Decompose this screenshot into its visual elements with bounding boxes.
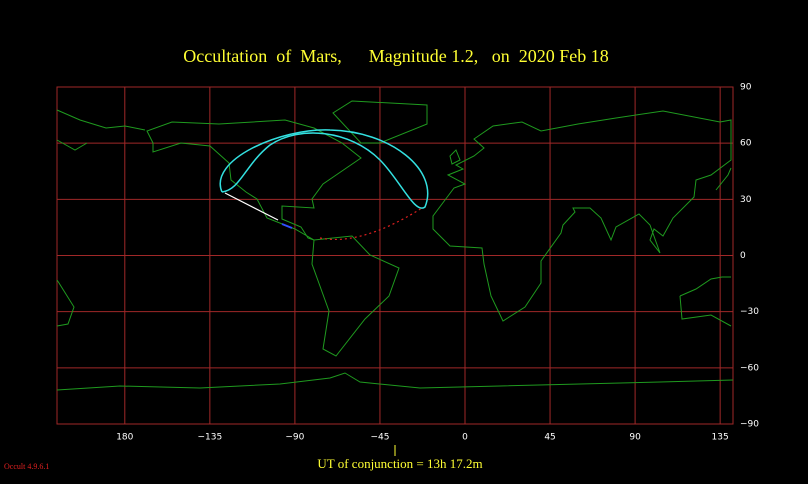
australia-east — [56, 279, 75, 327]
daylight-marker — [281, 223, 293, 229]
lon-tick-label: 45 — [544, 433, 555, 443]
lat-tick-label: −90 — [740, 420, 759, 430]
lat-tick-label: 60 — [740, 139, 752, 149]
lon-tick-label: 0 — [462, 433, 468, 443]
daylight-path — [319, 207, 423, 240]
lon-tick-label: 135 — [712, 433, 729, 443]
lon-tick-label: −45 — [370, 433, 389, 443]
version-label: Occult 4.9.6.1 — [4, 462, 49, 471]
lon-tick-label: 180 — [116, 433, 133, 443]
lat-tick-label: 0 — [740, 251, 746, 261]
japan — [715, 167, 732, 191]
map-title: Occultation of Mars, Magnitude 1.2, on 2… — [183, 46, 608, 66]
uk — [449, 149, 461, 165]
grid — [57, 86, 733, 425]
australia — [679, 276, 732, 327]
conjunction-label: UT of conjunction = 13h 17.2m — [317, 456, 482, 471]
map-frame — [56, 86, 734, 425]
graze-line — [224, 192, 279, 221]
greenland — [332, 100, 428, 144]
lon-tick-label: −90 — [285, 433, 304, 443]
south-america — [311, 235, 400, 357]
lon-tick-label: −135 — [197, 433, 222, 443]
east-asia-wrap — [56, 109, 146, 151]
lon-tick-label: 90 — [629, 433, 641, 443]
eurasia-africa — [432, 110, 732, 322]
antarctica — [56, 372, 734, 391]
lat-tick-label: −30 — [740, 307, 759, 317]
coastlines — [56, 100, 734, 391]
north-america — [146, 119, 362, 241]
occultation-path — [219, 129, 429, 209]
lat-tick-label: 90 — [740, 83, 752, 93]
lat-tick-label: −60 — [740, 363, 759, 373]
lat-tick-label: 30 — [740, 195, 752, 205]
